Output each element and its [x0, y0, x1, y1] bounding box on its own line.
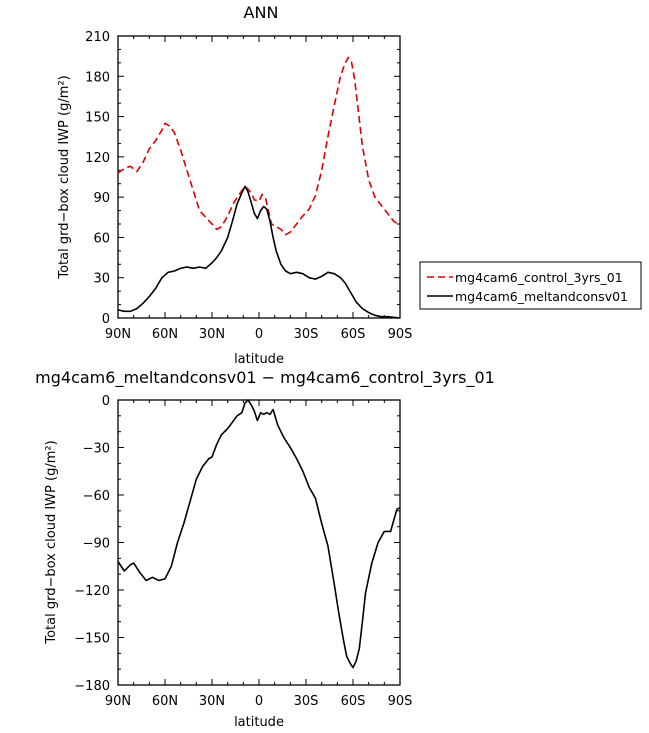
y-tick-label: −90 [83, 537, 110, 552]
y-tick-label: 120 [85, 151, 110, 166]
x-tick-label: 90N [105, 327, 131, 342]
plot-frame [117, 35, 401, 319]
x-tick-label: 0 [255, 327, 263, 342]
y-tick-label: 0 [102, 394, 110, 409]
y-tick-label: −30 [83, 442, 110, 457]
x-tick-label: 60N [152, 694, 178, 709]
y-tick-label: 0 [102, 312, 110, 327]
y-tick-label: −180 [74, 679, 110, 694]
x-tick-label: 30S [294, 694, 319, 709]
series-line-difference [117, 399, 401, 669]
y-tick-label: −60 [83, 489, 110, 504]
y-tick-label: 30 [93, 272, 110, 287]
x-tick-label: 60N [152, 327, 178, 342]
series-line-control [117, 56, 401, 236]
y-tick-label: −120 [74, 584, 110, 599]
y-axis-label: Total grd−box cloud IWP (g/m²) [44, 440, 59, 644]
x-tick-label: 90S [388, 694, 413, 709]
x-tick-label: 30S [294, 327, 319, 342]
y-tick-label: 210 [85, 30, 110, 45]
chart-title: ANN [244, 3, 279, 22]
chart-title: mg4cam6_meltandconsv01 − mg4cam6_control… [35, 368, 495, 388]
x-tick-label: 90S [388, 327, 413, 342]
plot-frame [117, 399, 401, 686]
x-tick-label: 30N [199, 694, 225, 709]
legend-label-melt: mg4cam6_meltandconsv01 [455, 289, 628, 304]
panel-annual-iwp: ANN 90N 60N 30N 0 30S 60S 90S 0 30 60 90 120 150 180 2… [57, 3, 412, 367]
x-tick-label: 60S [341, 327, 366, 342]
x-axis-label: latitude [234, 352, 284, 367]
legend: mg4cam6_control_3yrs_01 mg4cam6_meltandc… [419, 261, 642, 310]
y-axis-label: Total grd−box cloud IWP (g/m²) [57, 75, 72, 279]
x-tick-label: 0 [255, 694, 263, 709]
y-tick-label: 90 [93, 191, 110, 206]
x-tick-label: 90N [105, 694, 131, 709]
y-tick-label: 60 [93, 231, 110, 246]
panel-difference: mg4cam6_meltandconsv01 − mg4cam6_control… [35, 368, 495, 730]
y-tick-label: −150 [74, 632, 110, 647]
series-line-meltandconsv [117, 185, 401, 319]
x-tick-label: 30N [199, 327, 225, 342]
legend-label-control: mg4cam6_control_3yrs_01 [455, 270, 623, 285]
x-tick-label: 60S [341, 694, 366, 709]
y-tick-label: 150 [85, 111, 110, 126]
y-tick-label: 180 [85, 70, 110, 85]
x-axis-label: latitude [234, 715, 284, 730]
legend-box [419, 261, 642, 310]
